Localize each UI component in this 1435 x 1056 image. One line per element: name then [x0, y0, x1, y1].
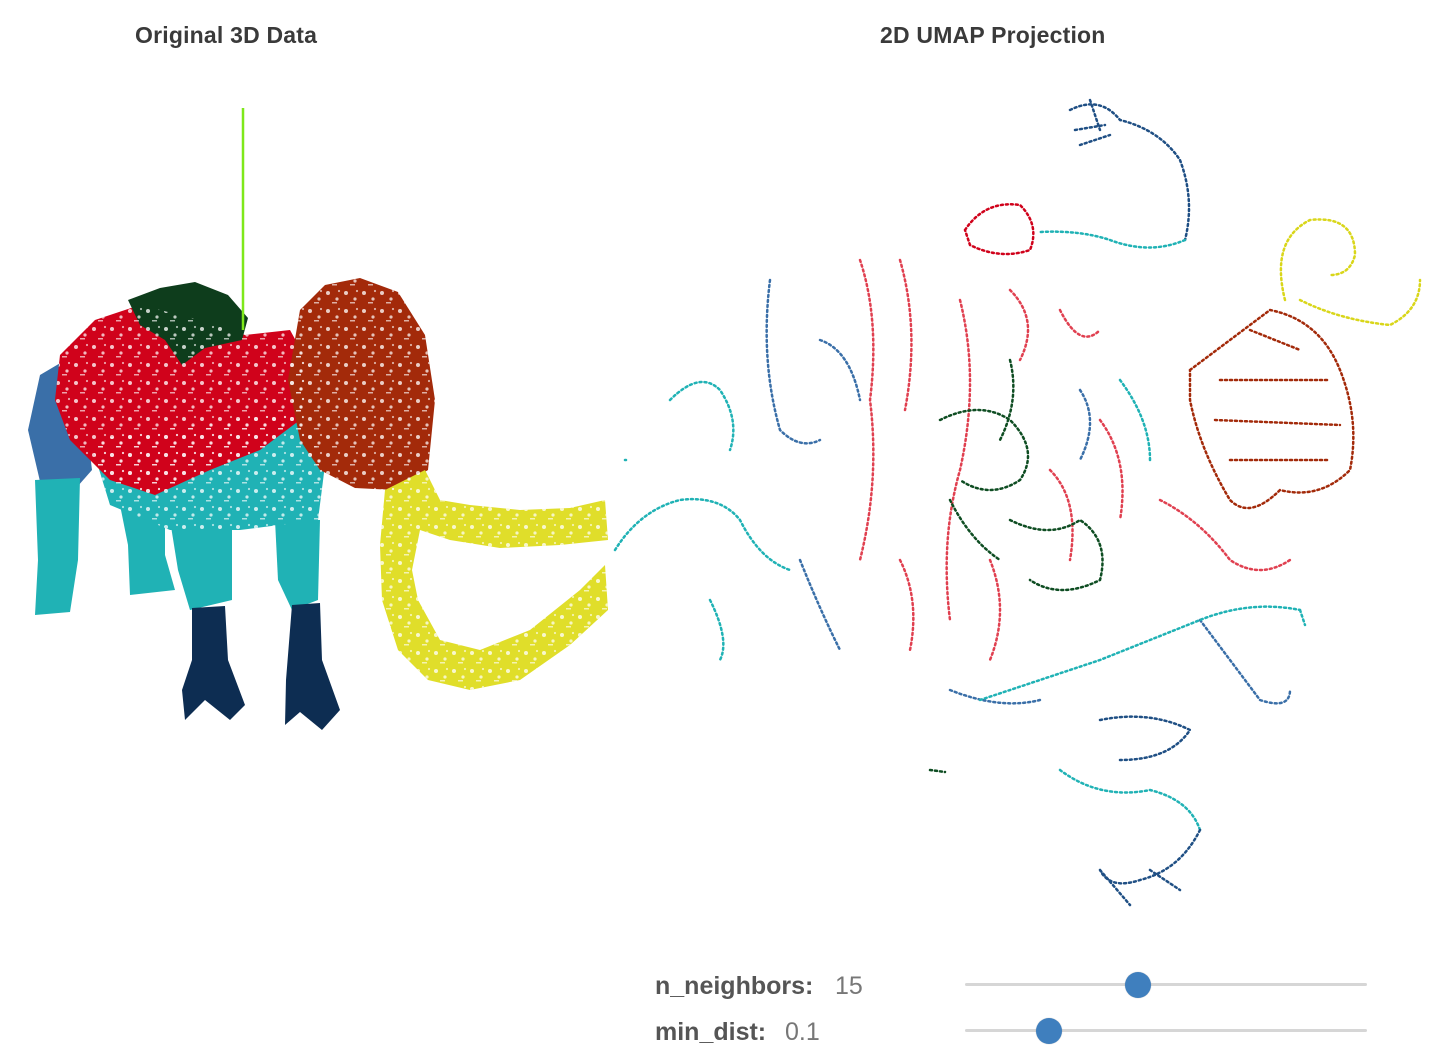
- mammoth-foot-2: [285, 603, 340, 730]
- n-neighbors-slider-handle[interactable]: [1124, 972, 1151, 998]
- min-dist-slider-handle[interactable]: [1036, 1018, 1063, 1044]
- min-dist-label: min_dist:: [655, 1018, 767, 1046]
- min-dist-value: 0.1: [785, 1018, 820, 1046]
- umap-cluster-yellow: [1279, 218, 1422, 327]
- mammoth-leg-1: [35, 478, 80, 615]
- umap-cluster-cyan-top: [1038, 230, 1187, 249]
- point-texture-spots: [55, 278, 608, 690]
- umap-cluster-brown: [1188, 308, 1355, 510]
- umap-cluster-red-top: [963, 203, 1035, 256]
- umap-cluster-green: [938, 358, 1104, 592]
- mammoth-leg-3: [170, 520, 232, 610]
- umap-projection-title: 2D UMAP Projection: [880, 22, 1106, 48]
- parameter-controls: n_neighbors: 15 min_dist: 0.1: [655, 962, 1375, 1052]
- min-dist-slider[interactable]: [965, 1018, 1367, 1044]
- n-neighbors-label: n_neighbors:: [655, 972, 814, 1000]
- mammoth-foot-1: [182, 606, 245, 720]
- visualization-canvas: [28, 98, 1422, 907]
- min-dist-control: min_dist: 0.1: [655, 1012, 1375, 1052]
- mammoth-3d-plot: [28, 108, 608, 730]
- umap-cluster-blue: [765, 278, 1292, 705]
- umap-cluster-cyan: [613, 378, 1302, 832]
- n-neighbors-slider[interactable]: [965, 972, 1367, 998]
- umap-scatter-plot: [613, 98, 1422, 907]
- n-neighbors-value: 15: [835, 972, 863, 1000]
- umap-cluster-red: [858, 258, 1292, 662]
- original-3d-title: Original 3D Data: [135, 22, 318, 48]
- umap-cluster-navy-top: [1068, 103, 1191, 242]
- n-neighbors-control: n_neighbors: 15: [655, 966, 1375, 1006]
- mammoth-leg-4: [275, 520, 320, 610]
- umap-cluster-navy-bottom: [1098, 715, 1202, 907]
